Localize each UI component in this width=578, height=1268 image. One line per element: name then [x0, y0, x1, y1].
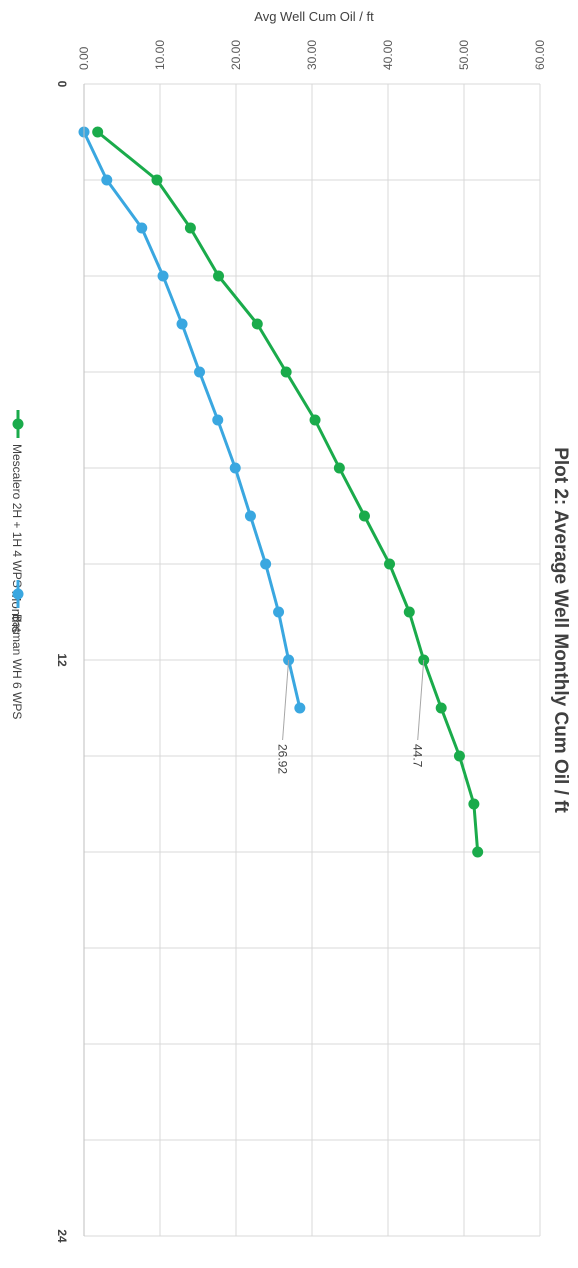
- data-point: [435, 702, 447, 714]
- data-label: 26.92: [276, 744, 290, 774]
- data-label: 44.7: [411, 744, 425, 768]
- x-axis-title: Months: [9, 591, 24, 634]
- data-point: [194, 366, 206, 378]
- data-point: [309, 414, 321, 426]
- data-point: [213, 270, 225, 282]
- data-point: [176, 318, 188, 330]
- data-point: [101, 174, 113, 186]
- y-tick-label: 20.00: [229, 40, 243, 70]
- legend-label: Batman WH 6 WPS: [10, 614, 24, 719]
- data-point: [184, 222, 196, 234]
- data-point: [151, 174, 163, 186]
- data-point: [472, 846, 484, 858]
- data-point: [384, 558, 396, 570]
- data-point: [358, 510, 370, 522]
- series-line-1: [96, 130, 480, 853]
- data-point: [92, 126, 104, 138]
- data-point: [280, 366, 292, 378]
- x-tick-label: 12: [55, 653, 69, 667]
- y-tick-label: 60.00: [533, 40, 547, 70]
- y-tick-label: 40.00: [381, 40, 395, 70]
- data-point: [229, 462, 241, 474]
- legend-label: Mescalero 2H + 1H 4 WPS: [10, 444, 24, 588]
- series-layer: [78, 126, 484, 858]
- data-label-leader: [417, 659, 425, 741]
- data-label-leader: [282, 659, 290, 741]
- data-point: [468, 798, 480, 810]
- legend-swatch-marker: [12, 418, 24, 430]
- x-tick-label: 0: [55, 81, 69, 88]
- legend: Mescalero 2H + 1H 4 WPS Batman WH 6 WPS: [10, 410, 24, 719]
- series-line-2: [82, 131, 302, 709]
- data-point: [251, 318, 263, 330]
- y-axis-title: Avg Well Cum Oil / ft: [254, 9, 374, 24]
- data-point: [212, 414, 224, 426]
- data-point: [157, 270, 169, 282]
- legend-swatch-marker: [12, 588, 24, 600]
- data-point: [244, 510, 256, 522]
- label-layer: 44.7 26.92: [276, 659, 425, 774]
- data-point: [273, 606, 285, 618]
- y-tick-label: 50.00: [457, 40, 471, 70]
- y-tick-label: 30.00: [305, 40, 319, 70]
- data-point: [453, 750, 465, 762]
- data-point: [260, 558, 272, 570]
- data-point: [136, 222, 148, 234]
- data-point: [403, 606, 415, 618]
- chart-title: Plot 2: Average Well Monthly Cum Oil / f…: [550, 447, 571, 813]
- data-point: [333, 462, 345, 474]
- axis-layer: 0.00 10.00 20.00 30.00 40.00 50.00 60.00 0 12 24: [55, 40, 547, 1243]
- gridlines: [83, 83, 541, 1237]
- y-tick-label: 0.00: [77, 46, 91, 70]
- y-tick-label: 10.00: [153, 40, 167, 70]
- x-tick-label: 24: [55, 1229, 69, 1243]
- chart-rotated-group: 44.7 26.92 0.00 10.00 20.00 30.00 40.00 50.00 6…: [9, 40, 571, 1243]
- data-point: [294, 702, 306, 714]
